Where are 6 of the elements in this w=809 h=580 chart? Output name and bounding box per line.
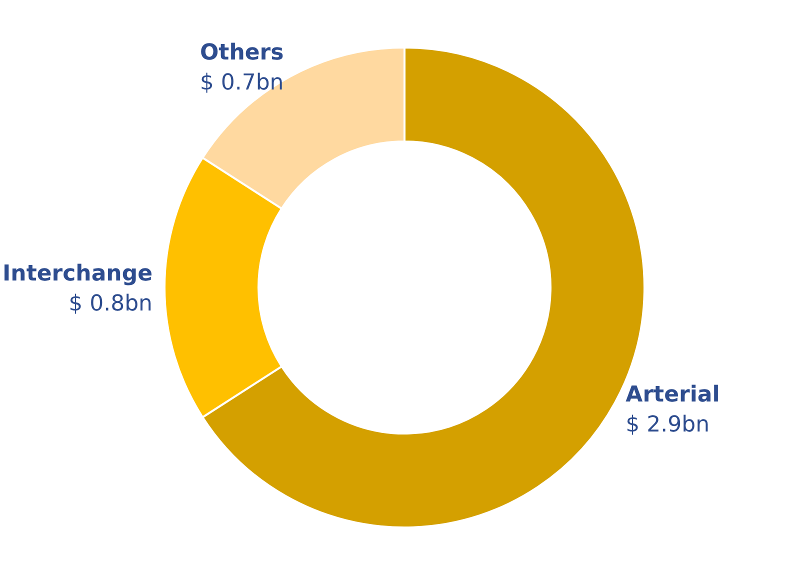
- data-label: $ 0.7bn: [200, 70, 284, 96]
- data-label: $ 2.9bn: [626, 412, 710, 438]
- slice-label: Interchange: [2, 262, 152, 286]
- slice-label: Arterial: [626, 382, 720, 408]
- data-label: $ 0.8bn: [68, 292, 152, 316]
- slice-label: Others: [200, 40, 284, 66]
